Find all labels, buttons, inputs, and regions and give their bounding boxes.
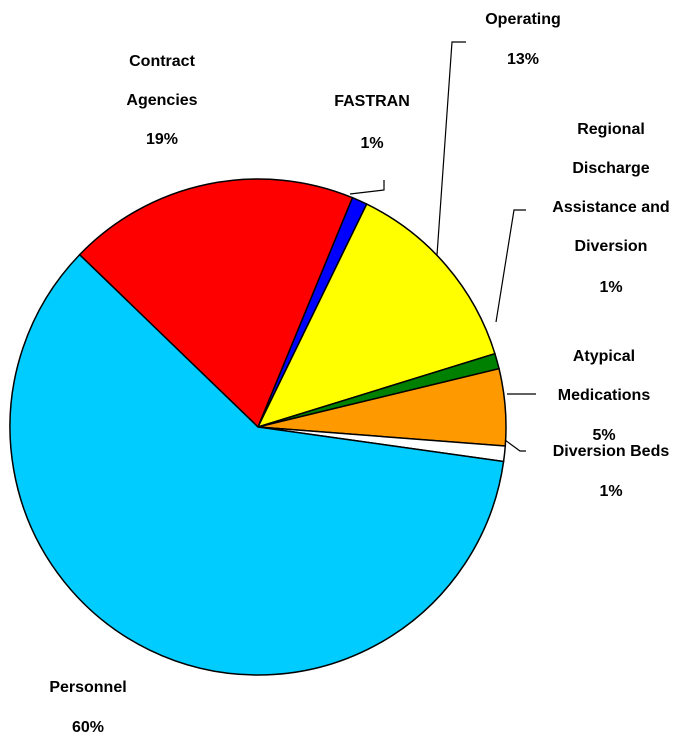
leader-line — [349, 180, 385, 195]
slice-label: Diversion Beds — [552, 443, 670, 460]
slice-label: Operating — [485, 11, 561, 28]
slice-value-label: 1% — [599, 279, 623, 296]
pie-slice — [9, 253, 505, 676]
slice-value-label: 19% — [145, 131, 179, 148]
slice-value-label: 13% — [506, 51, 540, 68]
slice-value-label: 1% — [599, 483, 623, 500]
slice-value-label: 60% — [71, 719, 105, 736]
slice-value-label: 5% — [592, 427, 616, 444]
slice-label: Personnel — [49, 679, 127, 696]
leader-line — [504, 439, 526, 452]
slice-value-label: 1% — [360, 135, 384, 152]
slice-label: Regional Discharge Assistance and Divers… — [552, 121, 670, 255]
slice-label: Atypical Medications — [557, 348, 651, 404]
slice-label: Contract Agencies — [126, 53, 198, 109]
pie-slice — [78, 178, 354, 429]
leader-line — [495, 209, 526, 323]
leader-line — [436, 41, 466, 256]
slice-label: FASTRAN — [334, 93, 410, 110]
